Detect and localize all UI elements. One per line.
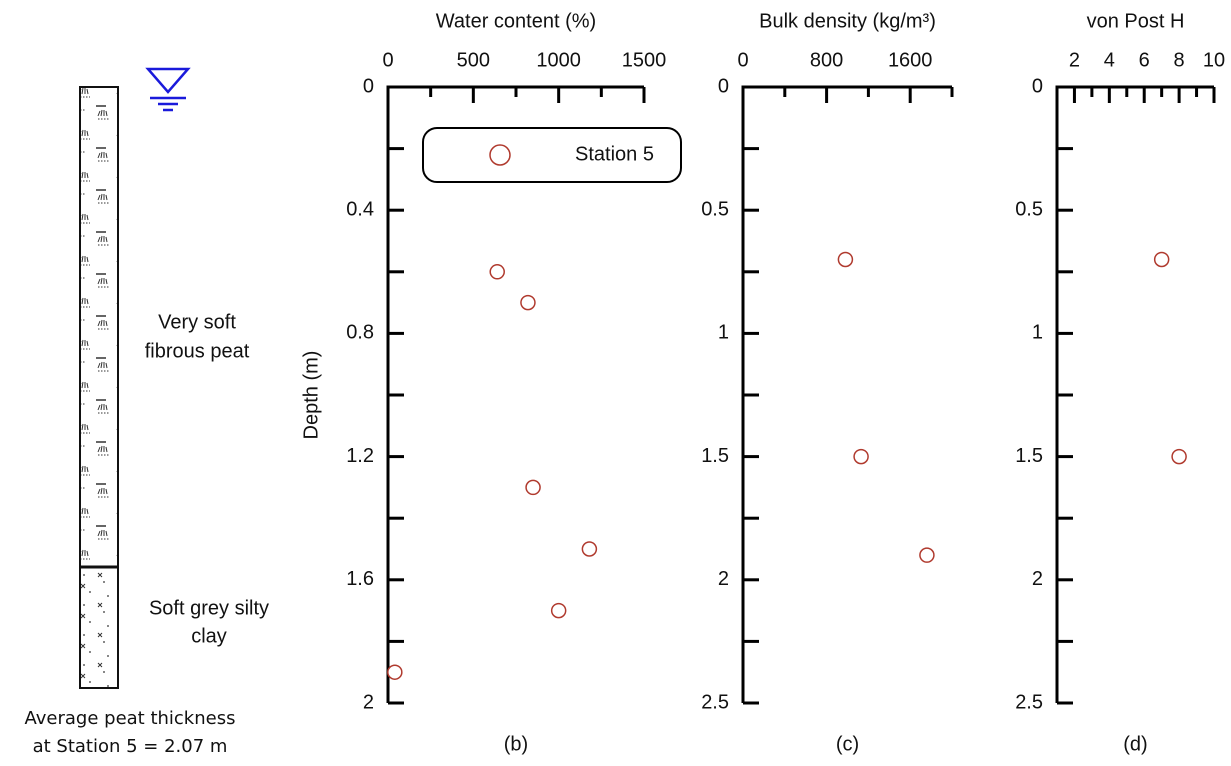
layer-label: Very soft: [158, 311, 236, 333]
y-tick-label: 0: [1032, 75, 1043, 97]
legend-marker: [489, 144, 511, 166]
caption: at Station 5 = 2.07 m: [33, 736, 228, 757]
y-tick-label: 2.5: [701, 691, 729, 713]
y-tick-label: 0.8: [346, 322, 374, 344]
x-tick-label: 2: [1069, 49, 1080, 71]
y-tick-label: 1: [718, 322, 729, 344]
legend-label: Station 5: [575, 143, 654, 165]
x-tick-label: 10: [1203, 49, 1225, 71]
y-tick-label: 2: [718, 568, 729, 590]
x-tick-label: 500: [457, 49, 490, 71]
point: [853, 448, 869, 465]
caption: Average peat thickness: [25, 708, 236, 729]
y-tick-label: 1: [1032, 322, 1043, 344]
point: [581, 541, 598, 557]
panel-label: (c): [836, 733, 859, 755]
panel: 0 800 1600 0 0.5 1 1.5 2 2.5 Bulk density (kg/m³)…: [701, 10, 954, 755]
point: [550, 602, 567, 619]
x-tick-label: 0: [382, 49, 393, 71]
point: [837, 251, 854, 268]
y-tick-label: 2.5: [1015, 691, 1043, 713]
y-tick-label: 1.5: [701, 445, 729, 467]
point: [520, 294, 536, 311]
x-axis-title: Water content (%): [436, 10, 596, 32]
panel-label: (b): [504, 733, 528, 755]
x-tick-label: 800: [810, 49, 843, 71]
point: [1171, 448, 1187, 465]
panel-label: (d): [1123, 733, 1147, 755]
peat-layer: [79, 86, 119, 568]
y-tick-label: 0.5: [1015, 198, 1043, 220]
point: [387, 664, 403, 680]
y-tick-label: 1.2: [346, 445, 374, 467]
y-tick-label: 0: [718, 75, 729, 97]
y-tick-label: 0.4: [346, 198, 374, 220]
point: [525, 479, 541, 496]
clay-layer: [79, 566, 119, 689]
x-axis-title: Bulk density (kg/m³): [759, 10, 936, 32]
y-tick-label: 2: [1032, 568, 1043, 590]
soil-log: Very soft fibrous peat Soft grey silty c…: [25, 67, 269, 757]
y-tick-label: 0: [363, 75, 374, 97]
panel: 0 500 1000 1500 0 0.4 0.8 1.2 1.6 2 Water content …: [300, 10, 682, 755]
layer-label: Soft grey silty: [149, 597, 269, 619]
x-tick-label: 1000: [536, 49, 581, 71]
layer-label: clay: [191, 625, 227, 647]
y-tick-label: 1.6: [346, 568, 374, 590]
x-tick-label: 1600: [888, 49, 933, 71]
water-table: [145, 67, 191, 112]
x-tick-label: 1500: [622, 49, 667, 71]
layer-label: fibrous peat: [145, 340, 250, 362]
x-tick-label: 6: [1139, 49, 1150, 71]
y-tick-label: 2: [363, 691, 374, 713]
point: [919, 547, 935, 563]
y-tick-label: 1.5: [1015, 445, 1043, 467]
x-tick-label: 4: [1104, 49, 1115, 71]
x-axis-title: von Post H: [1087, 10, 1185, 32]
x-tick-label: 8: [1174, 49, 1185, 71]
point: [489, 264, 505, 280]
legend-box: [422, 127, 682, 183]
panel: 2 4 6 8 10 0 0.5 1 1.5 2 2.5 von Post H (d): [1015, 10, 1225, 755]
y-axis-title: Depth (m): [300, 351, 322, 440]
y-tick-label: 0.5: [701, 198, 729, 220]
x-tick-label: 0: [737, 49, 748, 71]
point: [1153, 251, 1170, 268]
legend: Station 5: [422, 127, 682, 183]
